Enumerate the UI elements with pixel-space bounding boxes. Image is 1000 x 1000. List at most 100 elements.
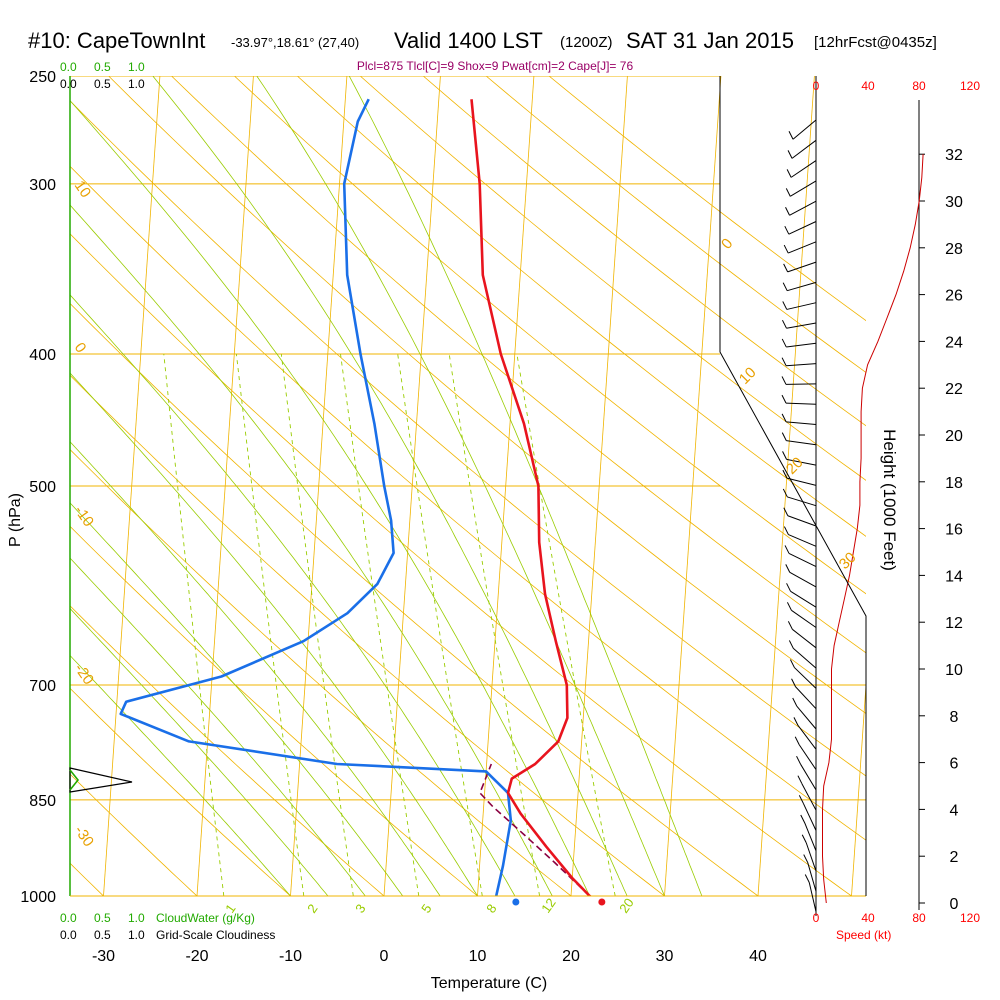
- wind-barb: [790, 160, 817, 178]
- wind-barb-flag: [785, 564, 791, 573]
- dry-adiabat: [70, 302, 759, 896]
- wind-barb-flag: [788, 131, 794, 140]
- wind-barb: [787, 261, 817, 273]
- wind-barb: [786, 342, 817, 348]
- height-tick-label: 24: [945, 334, 963, 351]
- wind-barb-flag: [782, 319, 787, 329]
- temperature-tick-label: -20: [185, 948, 208, 965]
- parcel-curve: [479, 763, 591, 896]
- height-tick-label: 26: [945, 288, 963, 305]
- height-tick-label: 30: [945, 194, 963, 211]
- wind-barb-flag: [789, 659, 795, 668]
- valid-date: SAT 31 Jan 2015: [626, 28, 794, 53]
- height-tick-label: 8: [950, 709, 959, 726]
- cloud-bottom-black-2: 1.0: [128, 928, 145, 942]
- wind-barb-flag: [794, 736, 800, 745]
- wind-barb: [804, 822, 817, 851]
- height-tick-label: 4: [950, 802, 959, 819]
- wind-barb: [787, 281, 817, 292]
- pressure-tick-label: 250: [29, 69, 56, 86]
- pressure-tick-label: 1000: [20, 889, 56, 906]
- wind-barb: [786, 402, 817, 405]
- dry-adiabat: [548, 76, 866, 322]
- dry-adiabat: [70, 687, 292, 896]
- cloud-bottom-green-0: 0.0: [60, 911, 77, 925]
- wind-barb: [805, 842, 817, 872]
- isotherm-label: 30: [836, 549, 860, 573]
- wind-barb-flag: [783, 244, 789, 254]
- speed-top-0: 0: [813, 79, 820, 93]
- valid-time: Valid 1400 LST: [394, 28, 543, 53]
- wind-barb: [789, 571, 817, 588]
- wind-barb: [786, 302, 817, 310]
- wind-barb-flag: [792, 697, 798, 707]
- speed-bottom-80: 80: [912, 911, 926, 925]
- mixing-ratio-label: 8: [483, 901, 499, 916]
- wind-barb-flag: [796, 755, 801, 765]
- cloud-bottom-black-0: 0.0: [60, 928, 77, 942]
- mixing-ratio-line: [516, 353, 616, 896]
- moist-adiabat: [70, 99, 591, 896]
- moist-adiabat: [348, 76, 703, 896]
- height-tick-label: 2: [950, 849, 959, 866]
- wind-barb-flag: [782, 469, 788, 479]
- cloud-top-black-2: 1.0: [128, 77, 145, 91]
- pressure-tick-label: 300: [29, 177, 56, 194]
- speed-axis-label: Speed (kt): [836, 928, 891, 942]
- dry-adiabat: [422, 76, 866, 427]
- wind-barb: [786, 440, 817, 446]
- height-axis-label: Height (1000 Feet): [880, 429, 899, 571]
- wind-barb: [795, 686, 817, 710]
- wind-barb: [800, 763, 817, 791]
- height-tick-label: 20: [945, 428, 963, 445]
- dry-adiabat: [485, 76, 866, 374]
- background-grid: [70, 76, 866, 896]
- mixing-ratio-line: [397, 353, 483, 896]
- moist-adiabat: [70, 607, 329, 896]
- wind-barb: [794, 667, 817, 689]
- dry-adiabat: [70, 233, 853, 896]
- isotherm-line: [103, 76, 161, 896]
- isotherm-label: 0: [718, 235, 736, 252]
- isotherm-label: 20: [783, 454, 807, 478]
- wind-barb-flag: [784, 225, 790, 235]
- wind-barb: [787, 241, 817, 254]
- wind-barb-flag: [781, 357, 787, 366]
- cloud-top-black-0: 0.0: [60, 77, 77, 91]
- y-axis-label: P (hPa): [7, 493, 24, 547]
- moist-adiabat: [70, 557, 366, 896]
- temperature-ticks: -30 -20 -10 0 10 20 30 40: [92, 948, 767, 965]
- wind-barb-flag: [787, 621, 793, 630]
- wind-barb: [786, 458, 817, 466]
- surface-temperature-dot: [598, 898, 606, 906]
- dewpoint-curve: [119, 98, 513, 896]
- speed-bottom-40: 40: [861, 911, 875, 925]
- height-tick-label: 22: [945, 381, 963, 398]
- dry-adiabat-label: -30: [71, 823, 97, 851]
- wind-barb: [801, 783, 817, 811]
- wind-barb: [787, 496, 817, 507]
- dry-adiabat: [170, 76, 866, 654]
- wind-barb: [786, 421, 817, 425]
- forecast-label: [12hrFcst@0435z]: [814, 34, 937, 51]
- mixing-ratio-line: [340, 353, 420, 896]
- wind-barb-flag: [782, 282, 788, 291]
- height-tick-label: 14: [945, 568, 963, 585]
- isotherm-line: [851, 679, 866, 896]
- moist-adiabat: [70, 502, 404, 896]
- wind-barb: [791, 139, 817, 159]
- dry-adiabat: [233, 76, 866, 595]
- zulu-time: (1200Z): [560, 34, 613, 51]
- wind-barb: [798, 744, 817, 770]
- height-tick-label: 16: [945, 522, 963, 539]
- cloudwater-label: CloudWater (g/Kg): [156, 911, 255, 925]
- temperature-tick-label: 10: [469, 948, 487, 965]
- grid-boundary: [719, 76, 867, 896]
- cloud-top-black-1: 0.5: [94, 77, 111, 91]
- wind-barb-flag: [786, 169, 792, 178]
- wind-barb: [787, 515, 817, 527]
- speed-bottom-0: 0: [813, 911, 820, 925]
- wind-barb: [786, 477, 817, 486]
